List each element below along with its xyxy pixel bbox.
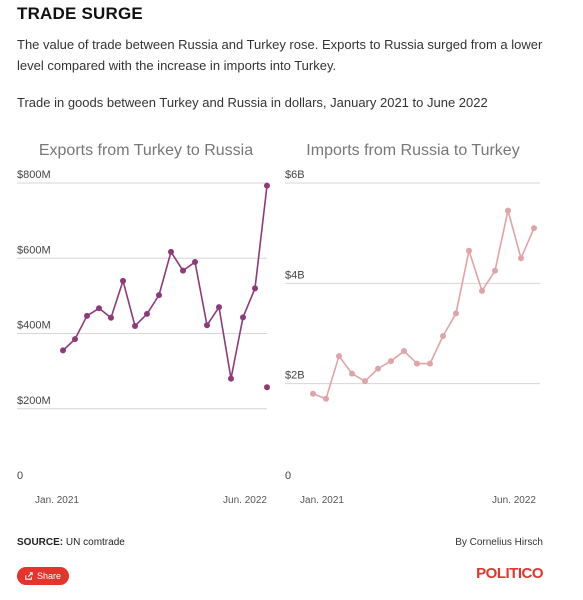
- exports-data-point: [132, 322, 138, 329]
- exports-x-tick-label: Jun. 2022: [223, 495, 267, 506]
- imports-panel-title: Imports from Russia to Turkey: [306, 142, 519, 159]
- imports-data-point: [466, 247, 472, 254]
- exports-data-point: [60, 347, 66, 354]
- chart-description: The value of trade between Russia and Tu…: [17, 37, 543, 73]
- exports-data-point: [264, 384, 270, 391]
- politico-logo: POLITICO: [476, 565, 543, 582]
- exports-data-point: [84, 312, 90, 319]
- small-multiples-line-charts: Exports from Turkey to Russia 0 $200M $400M…: [17, 142, 540, 506]
- imports-data-point: [492, 267, 498, 274]
- exports-y-tick-label: $800M: [17, 169, 51, 181]
- imports-y-tick-label: $6B: [285, 169, 305, 181]
- source-label: SOURCE:: [17, 537, 64, 548]
- imports-data-point: [401, 348, 407, 355]
- imports-x-tick-label: Jan. 2021: [300, 495, 344, 506]
- exports-y-tick-label: 0: [17, 470, 23, 482]
- share-icon: [25, 572, 33, 580]
- exports-data-point: [96, 305, 102, 312]
- imports-data-point: [440, 333, 446, 340]
- imports-data-point: [375, 365, 381, 372]
- imports-data-point: [349, 370, 355, 377]
- source-note: SOURCE: UN comtrade: [17, 537, 125, 548]
- imports-data-point: [414, 360, 420, 367]
- imports-data-point: [362, 378, 368, 385]
- imports-data-point: [336, 353, 342, 360]
- imports-data-point: [505, 207, 511, 214]
- chart-subtitle: Trade in goods between Turkey and Russia…: [17, 95, 488, 110]
- byline: By Cornelius Hirsch: [455, 537, 543, 548]
- imports-series-line: [312, 209, 535, 400]
- exports-y-tick-label: $600M: [17, 244, 51, 256]
- imports-data-point: [453, 310, 459, 317]
- exports-x-tick-label: Jan. 2021: [35, 495, 79, 506]
- exports-data-point: [216, 304, 222, 311]
- exports-y-tick-label: $200M: [17, 395, 51, 407]
- exports-data-point: [228, 375, 234, 382]
- imports-data-point: [323, 395, 329, 402]
- chart-title: TRADE SURGE: [17, 4, 143, 23]
- imports-data-point: [518, 255, 524, 262]
- exports-data-point: [252, 285, 258, 292]
- exports-series-line: [62, 185, 268, 380]
- imports-data-point: [310, 390, 316, 397]
- imports-y-tick-label: $2B: [285, 370, 305, 382]
- imports-y-tick-label: 0: [285, 470, 291, 482]
- exports-y-tick-label: $400M: [17, 320, 51, 332]
- exports-data-point: [240, 314, 246, 321]
- exports-data-point: [108, 314, 114, 321]
- exports-panel-title: Exports from Turkey to Russia: [39, 142, 253, 159]
- imports-data-point: [531, 225, 537, 232]
- exports-data-point: [264, 182, 270, 189]
- imports-data-point: [388, 358, 394, 365]
- imports-data-point: [427, 360, 433, 367]
- source-value: UN comtrade: [65, 537, 125, 548]
- imports-data-point: [479, 287, 485, 294]
- imports-x-tick-label: Jun. 2022: [492, 495, 536, 506]
- imports-y-tick-label: $4B: [285, 269, 305, 281]
- exports-data-point: [144, 310, 150, 317]
- share-button[interactable]: Share: [17, 567, 69, 585]
- share-label: Share: [36, 571, 62, 581]
- exports-data-point: [156, 292, 162, 299]
- exports-data-point: [168, 248, 174, 255]
- exports-data-point: [192, 259, 198, 266]
- exports-data-point: [72, 336, 78, 343]
- exports-data-point: [204, 322, 210, 329]
- exports-data-point: [180, 267, 186, 274]
- exports-data-point: [120, 277, 126, 284]
